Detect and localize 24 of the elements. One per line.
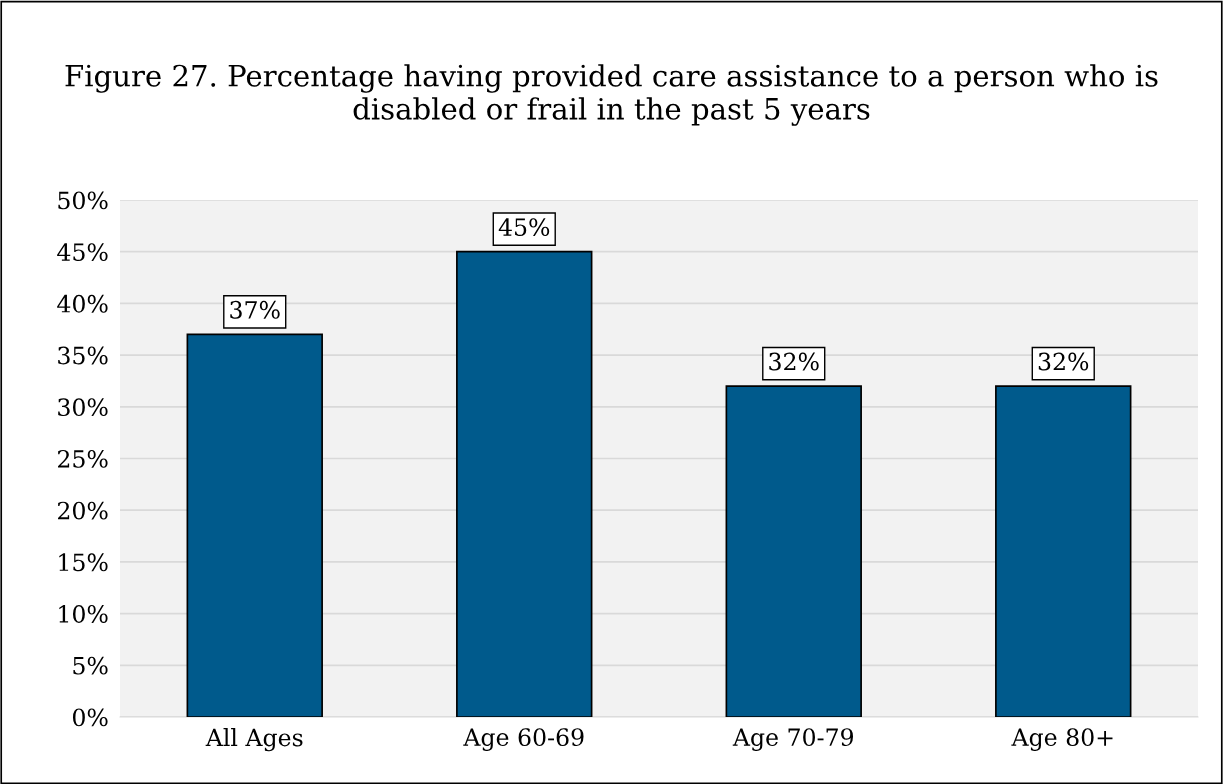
y-tick-label: 25% [58,449,108,468]
y-tick-label: 20% [58,501,108,520]
chart-title: Figure 27. Percentage having provided care assistance to a person who is disabled or frail in the past 5 years [65,64,1158,126]
x-tick-label: All Ages [205,728,303,752]
y-tick-label: 30% [58,398,108,417]
y-tick-label: 45% [57,243,108,262]
y-tick-label: 35% [58,346,108,365]
bar [725,385,862,717]
bar [186,333,323,717]
y-tick-label: 0% [72,708,108,727]
data-label: 37% [230,300,280,319]
data-label: 32% [769,352,819,371]
x-tick-label: Age 70-79 [732,728,854,751]
bar [456,250,593,717]
bar [995,385,1132,717]
x-tick-label: Age 80+ [1011,728,1113,751]
y-tick-label: 5% [73,656,108,675]
x-tick-label: Age 60-69 [463,728,584,751]
y-tick-label: 15% [59,553,108,572]
y-tick-label: 40% [57,294,108,313]
y-tick-label: 10% [59,605,108,623]
data-label: 32% [1038,352,1089,371]
y-tick-label: 50% [58,191,108,210]
data-label: 45% [498,218,550,237]
